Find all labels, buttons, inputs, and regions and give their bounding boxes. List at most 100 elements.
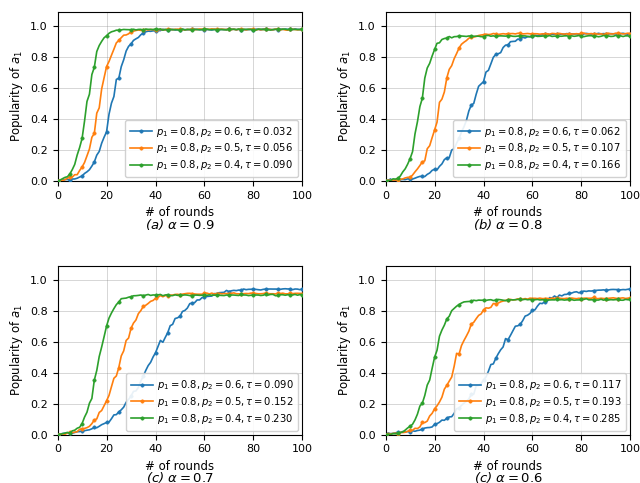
$p_1 = 0.8, p_2 = 0.5, \tau = 0.152$ (200, 290, 208, 296)
$p_1 = 0.8, p_2 = 0.4, \tau = 0.090$ (203, 26, 211, 32)
$p_1 = 0.8, p_2 = 0.5, \tau = 0.056$ (166, 26, 174, 32)
$p_1 = 0.8, p_2 = 0.4, \tau = 0.285$ (382, 432, 390, 438)
$p_1 = 0.8, p_2 = 0.5, \tau = 0.107$ (580, 30, 588, 36)
$p_1 = 0.8, p_2 = 0.6, \tau = 0.062$ (620, 30, 627, 36)
$p_1 = 0.8, p_2 = 0.4, \tau = 0.166$ (531, 33, 539, 39)
$p_1 = 0.8, p_2 = 0.5, \tau = 0.107$ (529, 31, 536, 37)
$p_1 = 0.8, p_2 = 0.5, \tau = 0.193$ (399, 430, 406, 436)
$p_1 = 0.8, p_2 = 0.4, \tau = 0.090$ (298, 26, 306, 32)
Line: $p_1 = 0.8, p_2 = 0.4, \tau = 0.230$: $p_1 = 0.8, p_2 = 0.4, \tau = 0.230$ (56, 292, 304, 437)
Legend: $p_1 = 0.8, p_2 = 0.6, \tau = 0.032$, $p_1 = 0.8, p_2 = 0.5, \tau = 0.056$, $p_1: $p_1 = 0.8, p_2 = 0.6, \tau = 0.032$, $p… (125, 119, 298, 177)
Line: $p_1 = 0.8, p_2 = 0.4, \tau = 0.285$: $p_1 = 0.8, p_2 = 0.4, \tau = 0.285$ (384, 297, 632, 437)
$p_1 = 0.8, p_2 = 0.6, \tau = 0.032$ (225, 26, 233, 32)
$p_1 = 0.8, p_2 = 0.4, \tau = 0.230$ (166, 293, 174, 298)
$p_1 = 0.8, p_2 = 0.5, \tau = 0.193$ (382, 432, 390, 438)
$p_1 = 0.8, p_2 = 0.4, \tau = 0.230$ (237, 291, 245, 297)
Line: $p_1 = 0.8, p_2 = 0.4, \tau = 0.166$: $p_1 = 0.8, p_2 = 0.4, \tau = 0.166$ (384, 34, 632, 183)
$p_1 = 0.8, p_2 = 0.4, \tau = 0.090$ (157, 26, 164, 32)
$p_1 = 0.8, p_2 = 0.4, \tau = 0.285$ (553, 297, 561, 302)
$p_1 = 0.8, p_2 = 0.4, \tau = 0.285$ (627, 297, 634, 302)
Line: $p_1 = 0.8, p_2 = 0.5, \tau = 0.107$: $p_1 = 0.8, p_2 = 0.5, \tau = 0.107$ (384, 31, 632, 183)
$p_1 = 0.8, p_2 = 0.4, \tau = 0.090$ (115, 28, 123, 33)
$p_1 = 0.8, p_2 = 0.5, \tau = 0.152$ (166, 292, 174, 298)
$p_1 = 0.8, p_2 = 0.5, \tau = 0.193$ (553, 296, 561, 301)
$p_1 = 0.8, p_2 = 0.5, \tau = 0.056$ (115, 38, 123, 43)
Line: $p_1 = 0.8, p_2 = 0.4, \tau = 0.090$: $p_1 = 0.8, p_2 = 0.4, \tau = 0.090$ (56, 27, 304, 183)
$p_1 = 0.8, p_2 = 0.6, \tau = 0.032$ (200, 27, 208, 32)
$p_1 = 0.8, p_2 = 0.6, \tau = 0.062$ (529, 33, 536, 39)
$p_1 = 0.8, p_2 = 0.5, \tau = 0.107$ (399, 176, 406, 182)
$p_1 = 0.8, p_2 = 0.6, \tau = 0.117$ (565, 290, 573, 296)
$p_1 = 0.8, p_2 = 0.4, \tau = 0.230$ (200, 292, 208, 298)
$p_1 = 0.8, p_2 = 0.4, \tau = 0.285$ (443, 316, 451, 322)
$p_1 = 0.8, p_2 = 0.5, \tau = 0.152$ (225, 291, 233, 297)
$p_1 = 0.8, p_2 = 0.4, \tau = 0.285$ (565, 297, 573, 302)
$p_1 = 0.8, p_2 = 0.6, \tau = 0.090$ (54, 432, 61, 438)
$p_1 = 0.8, p_2 = 0.5, \tau = 0.056$ (240, 27, 248, 32)
$p_1 = 0.8, p_2 = 0.6, \tau = 0.062$ (399, 177, 406, 183)
$p_1 = 0.8, p_2 = 0.6, \tau = 0.032$ (71, 176, 79, 182)
$p_1 = 0.8, p_2 = 0.4, \tau = 0.166$ (382, 178, 390, 184)
Text: (a) $\alpha = 0.9$: (a) $\alpha = 0.9$ (145, 216, 215, 232)
$p_1 = 0.8, p_2 = 0.4, \tau = 0.090$ (240, 27, 248, 32)
$p_1 = 0.8, p_2 = 0.6, \tau = 0.032$ (237, 27, 245, 32)
$p_1 = 0.8, p_2 = 0.5, \tau = 0.107$ (627, 30, 634, 36)
$p_1 = 0.8, p_2 = 0.5, \tau = 0.193$ (590, 295, 598, 300)
$p_1 = 0.8, p_2 = 0.6, \tau = 0.090$ (71, 429, 79, 435)
$p_1 = 0.8, p_2 = 0.6, \tau = 0.090$ (225, 289, 233, 295)
$p_1 = 0.8, p_2 = 0.6, \tau = 0.090$ (298, 286, 306, 292)
$p_1 = 0.8, p_2 = 0.5, \tau = 0.056$ (298, 27, 306, 32)
$p_1 = 0.8, p_2 = 0.5, \tau = 0.056$ (71, 172, 79, 178)
$p_1 = 0.8, p_2 = 0.4, \tau = 0.090$ (169, 27, 177, 33)
X-axis label: # of rounds: # of rounds (474, 206, 543, 219)
$p_1 = 0.8, p_2 = 0.4, \tau = 0.285$ (582, 296, 590, 301)
$p_1 = 0.8, p_2 = 0.6, \tau = 0.090$ (237, 287, 245, 293)
$p_1 = 0.8, p_2 = 0.4, \tau = 0.285$ (529, 297, 536, 302)
Legend: $p_1 = 0.8, p_2 = 0.6, \tau = 0.117$, $p_1 = 0.8, p_2 = 0.5, \tau = 0.193$, $p_1: $p_1 = 0.8, p_2 = 0.6, \tau = 0.117$, $p… (454, 373, 627, 431)
$p_1 = 0.8, p_2 = 0.6, \tau = 0.090$ (115, 409, 123, 415)
$p_1 = 0.8, p_2 = 0.4, \tau = 0.166$ (497, 33, 504, 39)
$p_1 = 0.8, p_2 = 0.4, \tau = 0.230$ (298, 292, 306, 298)
$p_1 = 0.8, p_2 = 0.6, \tau = 0.032$ (115, 75, 123, 81)
$p_1 = 0.8, p_2 = 0.6, \tau = 0.117$ (382, 432, 390, 438)
$p_1 = 0.8, p_2 = 0.6, \tau = 0.062$ (443, 155, 451, 161)
$p_1 = 0.8, p_2 = 0.4, \tau = 0.285$ (494, 297, 502, 302)
$p_1 = 0.8, p_2 = 0.5, \tau = 0.152$ (54, 432, 61, 438)
Line: $p_1 = 0.8, p_2 = 0.5, \tau = 0.056$: $p_1 = 0.8, p_2 = 0.5, \tau = 0.056$ (56, 27, 304, 183)
$p_1 = 0.8, p_2 = 0.5, \tau = 0.193$ (494, 300, 502, 306)
$p_1 = 0.8, p_2 = 0.5, \tau = 0.152$ (298, 291, 306, 297)
$p_1 = 0.8, p_2 = 0.4, \tau = 0.166$ (399, 169, 406, 175)
$p_1 = 0.8, p_2 = 0.5, \tau = 0.193$ (565, 296, 573, 301)
$p_1 = 0.8, p_2 = 0.4, \tau = 0.090$ (71, 161, 79, 167)
$p_1 = 0.8, p_2 = 0.4, \tau = 0.166$ (556, 33, 563, 39)
$p_1 = 0.8, p_2 = 0.5, \tau = 0.107$ (494, 31, 502, 37)
$p_1 = 0.8, p_2 = 0.4, \tau = 0.230$ (54, 432, 61, 438)
$p_1 = 0.8, p_2 = 0.5, \tau = 0.107$ (382, 178, 390, 184)
$p_1 = 0.8, p_2 = 0.5, \tau = 0.107$ (553, 31, 561, 37)
Legend: $p_1 = 0.8, p_2 = 0.6, \tau = 0.090$, $p_1 = 0.8, p_2 = 0.5, \tau = 0.152$, $p_1: $p_1 = 0.8, p_2 = 0.6, \tau = 0.090$, $p… (125, 373, 298, 431)
Text: (b) $\alpha = 0.8$: (b) $\alpha = 0.8$ (473, 216, 543, 232)
Line: $p_1 = 0.8, p_2 = 0.5, \tau = 0.152$: $p_1 = 0.8, p_2 = 0.5, \tau = 0.152$ (56, 291, 304, 437)
$p_1 = 0.8, p_2 = 0.5, \tau = 0.056$ (200, 26, 208, 32)
$p_1 = 0.8, p_2 = 0.4, \tau = 0.230$ (115, 299, 123, 305)
$p_1 = 0.8, p_2 = 0.5, \tau = 0.193$ (627, 295, 634, 301)
$p_1 = 0.8, p_2 = 0.6, \tau = 0.032$ (54, 178, 61, 184)
Line: $p_1 = 0.8, p_2 = 0.6, \tau = 0.117$: $p_1 = 0.8, p_2 = 0.6, \tau = 0.117$ (384, 287, 632, 437)
$p_1 = 0.8, p_2 = 0.5, \tau = 0.152$ (240, 291, 248, 297)
$p_1 = 0.8, p_2 = 0.4, \tau = 0.166$ (484, 32, 492, 38)
$p_1 = 0.8, p_2 = 0.5, \tau = 0.193$ (529, 296, 536, 301)
$p_1 = 0.8, p_2 = 0.4, \tau = 0.285$ (399, 429, 406, 435)
$p_1 = 0.8, p_2 = 0.6, \tau = 0.090$ (200, 294, 208, 300)
Y-axis label: Popularity of $a_1$: Popularity of $a_1$ (8, 304, 24, 396)
$p_1 = 0.8, p_2 = 0.6, \tau = 0.117$ (399, 428, 406, 434)
Y-axis label: Popularity of $a_1$: Popularity of $a_1$ (335, 51, 353, 142)
$p_1 = 0.8, p_2 = 0.4, \tau = 0.166$ (627, 34, 634, 40)
X-axis label: # of rounds: # of rounds (474, 460, 543, 473)
$p_1 = 0.8, p_2 = 0.5, \tau = 0.193$ (443, 383, 451, 388)
Line: $p_1 = 0.8, p_2 = 0.6, \tau = 0.032$: $p_1 = 0.8, p_2 = 0.6, \tau = 0.032$ (56, 27, 304, 183)
$p_1 = 0.8, p_2 = 0.4, \tau = 0.166$ (568, 33, 575, 39)
Y-axis label: Popularity of $a_1$: Popularity of $a_1$ (335, 304, 353, 396)
$p_1 = 0.8, p_2 = 0.6, \tau = 0.062$ (494, 51, 502, 57)
Line: $p_1 = 0.8, p_2 = 0.6, \tau = 0.062$: $p_1 = 0.8, p_2 = 0.6, \tau = 0.062$ (384, 31, 632, 183)
$p_1 = 0.8, p_2 = 0.6, \tau = 0.062$ (553, 31, 561, 37)
